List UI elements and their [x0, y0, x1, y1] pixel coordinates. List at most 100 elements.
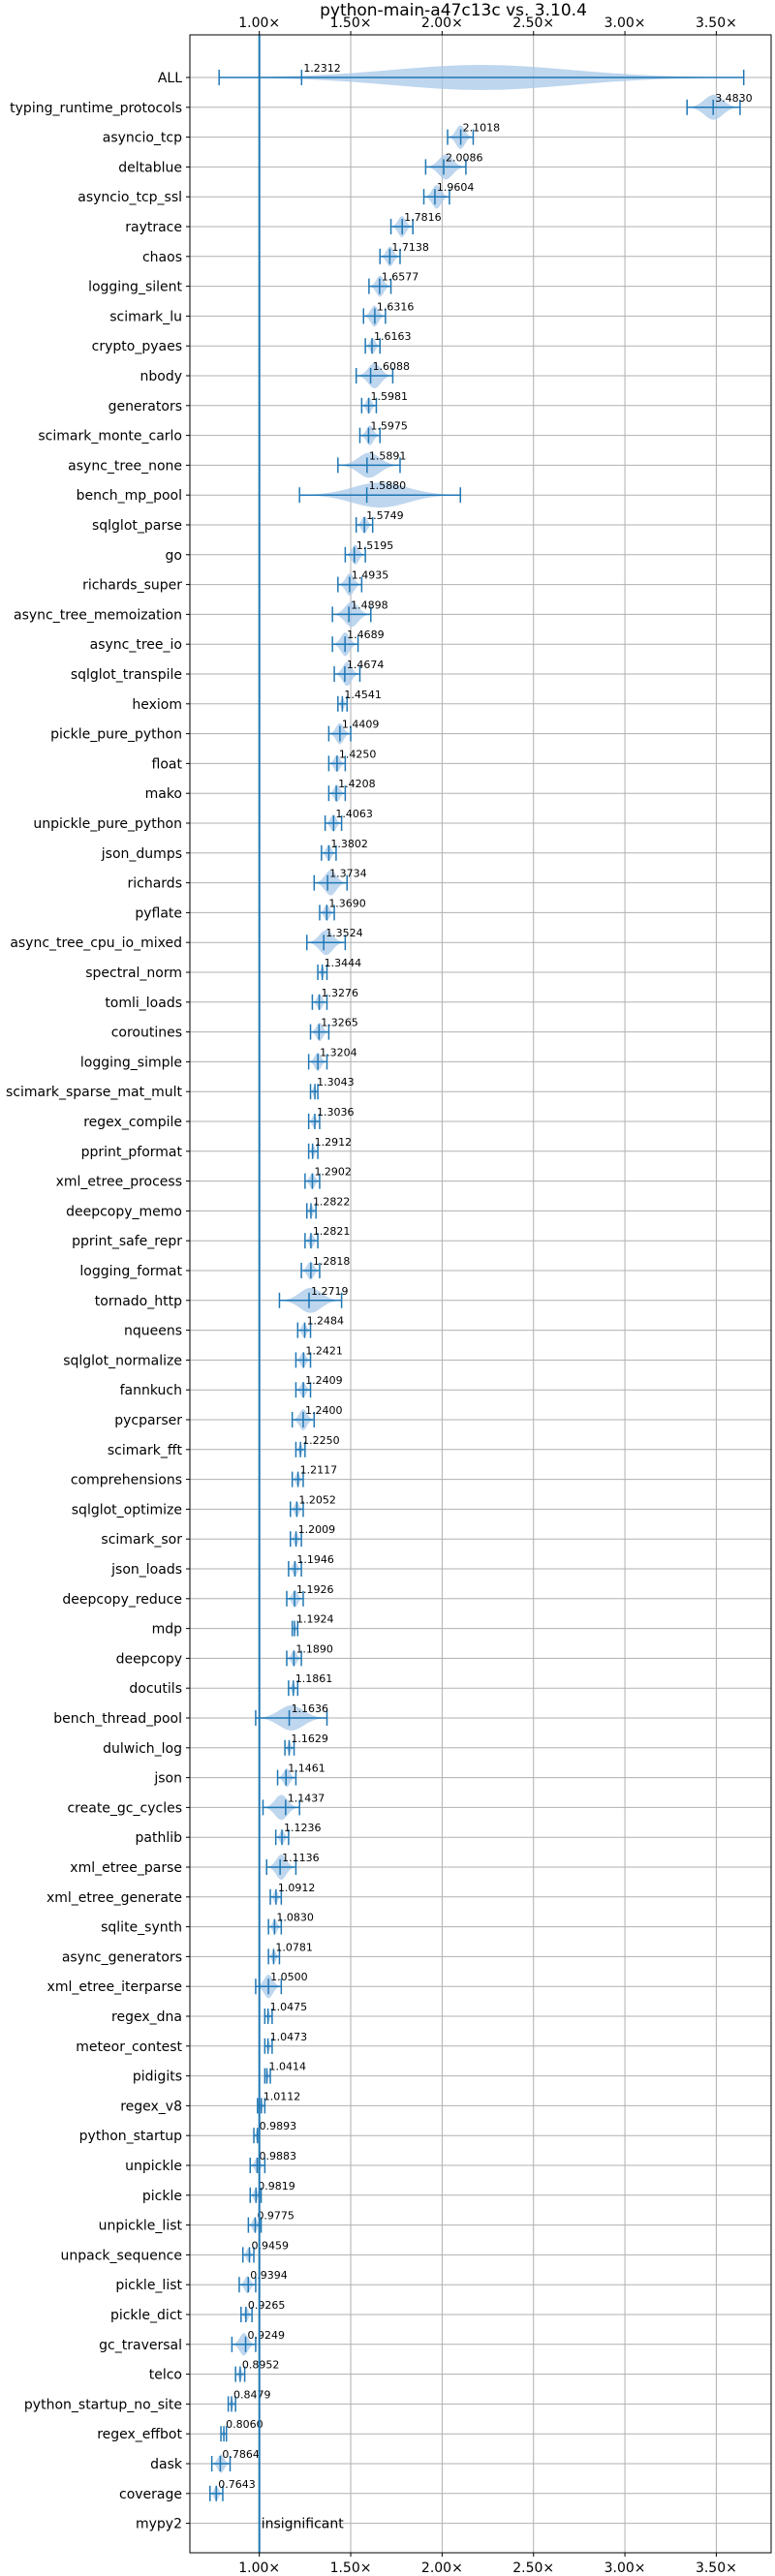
- benchmark-label: nqueens: [124, 1324, 182, 1339]
- benchmark-label: bench_mp_pool: [77, 488, 182, 504]
- x-tick-label-top: 3.00×: [604, 15, 646, 31]
- benchmark-label: dask: [150, 2457, 183, 2472]
- value-label-typing_runtime_protocols: 3.4830: [715, 92, 753, 105]
- benchmark-label: xml_etree_iterparse: [47, 1979, 182, 1995]
- value-label-asyncio_tcp: 2.1018: [463, 122, 501, 135]
- value-label-scimark_lu: 1.6316: [377, 300, 415, 313]
- value-label-dulwich_log: 1.1629: [291, 1733, 328, 1745]
- benchmark-label: asyncio_tcp_ssl: [78, 190, 182, 205]
- x-tick-label-top: 2.50×: [512, 15, 554, 31]
- x-tick-label-bottom: 3.50×: [696, 2561, 737, 2576]
- value-label-regex_compile: 1.3036: [317, 1106, 355, 1119]
- value-label-tomli_loads: 1.3276: [322, 987, 359, 999]
- benchmark-label: float: [152, 756, 183, 772]
- value-label-pprint_pformat: 1.2912: [315, 1136, 353, 1149]
- value-label-pycparser: 1.2400: [305, 1404, 343, 1417]
- value-label-float: 1.4250: [339, 748, 377, 760]
- value-label-pathlib: 1.1236: [284, 1822, 322, 1834]
- value-label-pprint_safe_repr: 1.2821: [313, 1225, 351, 1238]
- x-tick-label-bottom: 1.50×: [330, 2561, 372, 2576]
- value-label-mdp: 1.1924: [296, 1613, 334, 1626]
- benchmark-label: raytrace: [125, 220, 182, 235]
- value-label-regex_v8: 1.0112: [264, 2090, 301, 2102]
- value-label-scimark_monte_carlo: 1.5975: [370, 420, 408, 433]
- benchmark-label: regex_dna: [111, 2009, 182, 2025]
- value-label-sqlglot_normalize: 1.2421: [305, 1344, 343, 1357]
- benchmark-label: scimark_lu: [109, 309, 182, 324]
- benchmark-label: mypy2: [136, 2517, 182, 2532]
- benchmark-label: scimark_sparse_mat_mult: [6, 1085, 182, 1100]
- value-label-coroutines: 1.3265: [321, 1017, 358, 1029]
- benchmark-label: logging_simple: [80, 1055, 182, 1070]
- value-label-dask: 0.7864: [222, 2448, 260, 2461]
- insignificant-label: insignificant: [262, 2517, 345, 2532]
- errorbar-layer: [209, 70, 745, 2501]
- value-label-raytrace: 1.7816: [404, 211, 442, 224]
- benchmark-label: mako: [145, 786, 182, 802]
- value-label-telco: 0.8952: [242, 2359, 280, 2372]
- value-label-pidigits: 1.0414: [269, 2061, 307, 2073]
- benchmark-label: coverage: [119, 2487, 182, 2502]
- benchmark-label: deepcopy_memo: [66, 1204, 182, 1219]
- benchmark-label: regex_effbot: [97, 2427, 182, 2442]
- value-label-async_generators: 1.0781: [275, 1941, 313, 1953]
- benchmark-label: pickle: [142, 2189, 182, 2204]
- benchmark-label: python_startup: [79, 2129, 182, 2144]
- benchmark-label: async_tree_cpu_io_mixed: [10, 935, 182, 951]
- benchmark-label: sqlglot_normalize: [63, 1353, 182, 1368]
- benchmark-label: python_startup_no_site: [24, 2397, 182, 2412]
- benchmark-label: sqlite_synth: [101, 1920, 182, 1936]
- benchmark-label: richards_super: [82, 578, 182, 594]
- value-label-unpickle_list: 0.9775: [257, 2210, 294, 2223]
- benchmark-label: asyncio_tcp: [103, 131, 182, 146]
- benchmark-label: gc_traversal: [99, 2338, 182, 2353]
- benchmark-label: crypto_pyaes: [92, 339, 182, 354]
- value-label-layer: 1.2312 3.4830 2.1018 2.0086 1.9604 1.7816 1.71…: [218, 62, 752, 2491]
- value-label-logging_silent: 1.6577: [382, 271, 419, 284]
- benchmark-label: unpickle_pure_python: [33, 816, 182, 832]
- value-label-comprehensions: 1.2117: [300, 1464, 338, 1477]
- value-label-asyncio_tcp_ssl: 1.9604: [437, 181, 475, 194]
- benchmark-label: nbody: [140, 369, 183, 384]
- benchmark-label: json_dumps: [101, 846, 182, 862]
- benchmark-label: scimark_fft: [108, 1443, 183, 1458]
- value-label-meteor_contest: 1.0473: [270, 2031, 308, 2043]
- chart-title: python-main-a47c13c vs. 3.10.4: [320, 1, 587, 20]
- value-label-hexiom: 1.4541: [344, 689, 382, 701]
- value-label-chaos: 1.7138: [391, 241, 429, 254]
- benchmark-label: sqlglot_optimize: [72, 1502, 182, 1518]
- value-label-richards: 1.3734: [329, 868, 367, 880]
- value-label-sqlglot_parse: 1.5749: [366, 509, 404, 522]
- value-label-crypto_pyaes: 1.6163: [374, 330, 412, 343]
- benchmark-label: regex_compile: [83, 1115, 182, 1130]
- value-label-json_loads: 1.1946: [296, 1553, 334, 1566]
- value-label-json_dumps: 1.3802: [330, 838, 368, 850]
- benchmark-label: richards: [128, 876, 183, 892]
- value-label-pyflate: 1.3690: [328, 897, 366, 909]
- x-tick-label-top: 1.00×: [238, 15, 280, 31]
- value-label-json: 1.1461: [288, 1763, 326, 1775]
- benchmark-label: chaos: [142, 250, 182, 265]
- x-tick-label-top: 2.00×: [421, 15, 463, 31]
- value-label-pickle_pure_python: 1.4409: [342, 719, 380, 731]
- value-label-pickle_dict: 0.9265: [248, 2299, 286, 2312]
- benchmark-label: sqlglot_parse: [92, 518, 182, 534]
- x-tick-label-bottom: 2.50×: [512, 2561, 554, 2576]
- benchmark-label: pprint_safe_repr: [72, 1234, 182, 1249]
- benchmark-label: unpickle: [125, 2159, 182, 2174]
- value-label-create_gc_cycles: 1.1437: [288, 1792, 326, 1804]
- benchmark-label: create_gc_cycles: [67, 1800, 182, 1816]
- value-label-bench_mp_pool: 1.5880: [369, 479, 407, 492]
- value-label-bench_thread_pool: 1.1636: [292, 1702, 329, 1715]
- value-label-docutils: 1.1861: [295, 1672, 333, 1685]
- value-label-sqlglot_transpile: 1.4674: [347, 659, 385, 671]
- value-label-richards_super: 1.4935: [352, 569, 389, 582]
- value-label-logging_format: 1.2818: [313, 1255, 351, 1268]
- value-label-deepcopy_reduce: 1.1926: [296, 1583, 334, 1596]
- value-label-tornado_http: 1.2719: [311, 1285, 349, 1298]
- benchmark-label: deltablue: [118, 160, 182, 175]
- benchmark-label: bench_thread_pool: [53, 1711, 182, 1727]
- benchmark-label: typing_runtime_protocols: [10, 101, 182, 116]
- benchmark-label: sqlglot_transpile: [71, 667, 182, 683]
- benchmark-label: async_tree_io: [90, 637, 182, 653]
